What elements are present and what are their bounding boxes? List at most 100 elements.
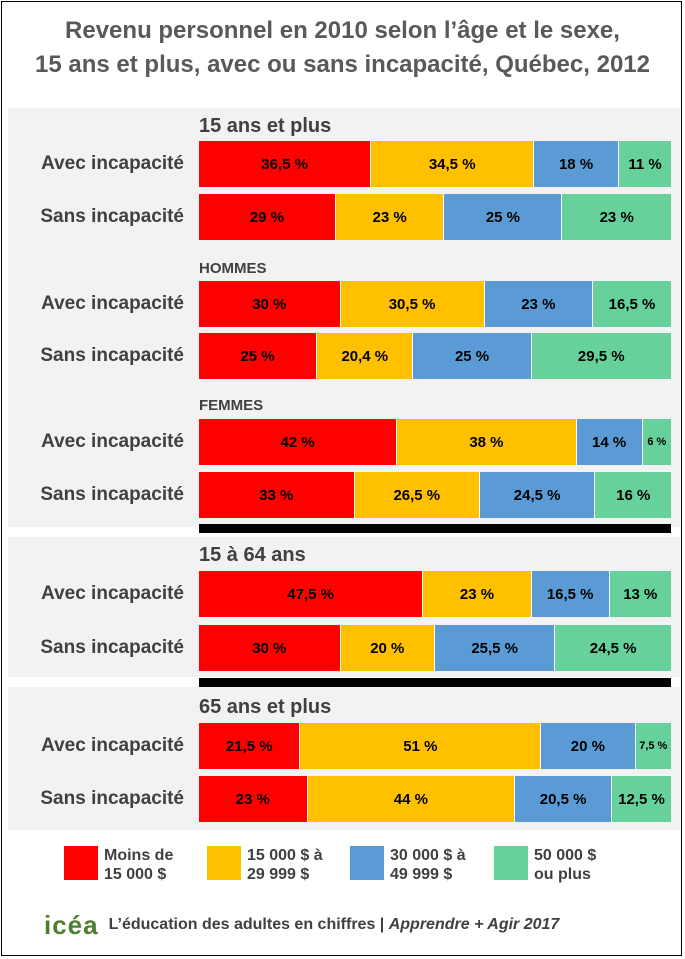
data-label: 42 % — [280, 433, 315, 451]
data-label: 13 % — [623, 585, 658, 603]
title-line-1: Revenu personnel en 2010 selon l’âge et … — [65, 17, 620, 44]
segment-50000-plus: 6 % — [642, 419, 671, 465]
legend-label-15000-29999: 15 000 $ à 29 999 $ — [247, 846, 323, 884]
data-label: 25 % — [485, 208, 521, 226]
row-label: Sans incapacité — [40, 345, 184, 366]
segment-15000-29999: 38 % — [397, 419, 577, 465]
title-line-2: 15 ans et plus, avec ou sans incapacité,… — [35, 51, 650, 78]
segment-30000-49999: 25 % — [444, 194, 563, 240]
segment-30000-49999: 16,5 % — [531, 571, 610, 617]
data-label: 16,5 % — [608, 295, 656, 313]
legend-line: 30 000 $ à — [390, 847, 466, 864]
data-label: 16 % — [616, 486, 651, 504]
data-label: 21,5 % — [225, 737, 273, 755]
stacked-bar: 47,5 % 23 % 16,5 % 13 % — [199, 571, 671, 617]
data-label: 33 % — [259, 486, 294, 504]
legend-swatch-under-15000 — [64, 846, 98, 880]
data-label: 24,5 % — [589, 639, 637, 657]
row-label: Sans incapacité — [40, 484, 184, 505]
segment-30000-49999: 18 % — [534, 141, 620, 187]
data-label: 36,5 % — [261, 155, 308, 173]
segment-under-15000: 36,5 % — [199, 141, 372, 187]
legend-line: 50 000 $ — [534, 847, 597, 864]
data-label: 14 % — [592, 433, 627, 451]
segment-15000-29999: 30,5 % — [340, 281, 485, 327]
data-label: 47,5 % — [287, 585, 334, 603]
footer-text: L’éducation des adultes en chiffres | — [108, 916, 389, 933]
row-label: Avec incapacité — [41, 583, 184, 604]
stacked-bar: 30 % 20 % 25,5 % 24,5 % — [199, 625, 671, 671]
segment-50000-plus: 16 % — [595, 472, 671, 518]
segment-under-15000: 33 % — [199, 472, 355, 518]
data-label: 29,5 % — [577, 347, 625, 365]
segment-30000-49999: 24,5 % — [479, 472, 596, 518]
data-label: 20 % — [370, 639, 405, 657]
data-label: 7,5 % — [639, 740, 668, 752]
segment-50000-plus: 12,5 % — [611, 776, 671, 822]
data-label: 34,5 % — [428, 155, 476, 173]
data-label: 12,5 % — [618, 790, 665, 808]
segment-under-15000: 30 % — [199, 281, 341, 327]
segment-50000-plus: 24,5 % — [555, 625, 671, 671]
data-label: 29 % — [249, 208, 285, 226]
separator-1 — [199, 524, 671, 533]
legend-line: Moins de — [104, 847, 174, 864]
separator-2 — [199, 678, 671, 687]
legend-label-50000-plus: 50 000 $ ou plus — [534, 846, 596, 884]
data-label: 20 % — [570, 737, 605, 755]
data-label: 23 % — [459, 585, 495, 603]
segment-15000-29999: 51 % — [300, 723, 542, 769]
segment-15000-29999: 34,5 % — [371, 141, 535, 187]
legend-label-30000-49999: 30 000 $ à 49 999 $ — [390, 846, 466, 884]
group-title-femmes: FEMMES — [199, 397, 264, 414]
row-label: Sans incapacité — [40, 788, 184, 809]
row-label: Avec incapacité — [41, 153, 184, 174]
segment-30000-49999: 23 % — [484, 281, 594, 327]
stacked-bar: 21,5 % 51 % 20 % 7,5 % — [199, 723, 671, 769]
segment-15000-29999: 20,4 % — [317, 333, 414, 379]
stacked-bar: 30 % 30,5 % 23 % 16,5 % — [199, 281, 671, 327]
segment-50000-plus: 23 % — [562, 194, 671, 240]
segment-30000-49999: 25 % — [413, 333, 532, 379]
segment-30000-49999: 20 % — [541, 723, 636, 769]
segment-under-15000: 25 % — [199, 333, 318, 379]
segment-50000-plus: 13 % — [609, 571, 671, 617]
data-label: 25 % — [240, 347, 275, 365]
segment-15000-29999: 23 % — [335, 194, 445, 240]
group-title-15-plus: 15 ans et plus — [199, 115, 332, 137]
legend-label-under-15000: Moins de 15 000 $ — [104, 846, 173, 884]
segment-30000-49999: 14 % — [576, 419, 643, 465]
segment-30000-49999: 20,5 % — [515, 776, 612, 822]
data-label: 23 % — [372, 208, 407, 226]
data-label: 30 % — [252, 295, 287, 313]
group-title-hommes: HOMMES — [199, 260, 267, 277]
legend-swatch-30000-49999 — [350, 846, 384, 880]
segment-under-15000: 23 % — [199, 776, 308, 822]
data-label: 38 % — [469, 433, 504, 451]
row-label: Avec incapacité — [41, 735, 184, 756]
data-label: 16,5 % — [546, 585, 594, 603]
segment-50000-plus: 11 % — [619, 141, 671, 187]
data-label: 6 % — [647, 436, 667, 448]
segment-50000-plus: 7,5 % — [635, 723, 671, 769]
data-label: 20,4 % — [341, 347, 389, 365]
stacked-bar: 23 % 44 % 20,5 % 12,5 % — [199, 776, 671, 822]
row-label: Avec incapacité — [41, 431, 184, 452]
data-label: 44 % — [393, 790, 428, 808]
segment-under-15000: 47,5 % — [199, 571, 424, 617]
stacked-bar: 36,5 % 34,5 % 18 % 11 % — [199, 141, 671, 187]
segment-15000-29999: 44 % — [307, 776, 516, 822]
row-label: Sans incapacité — [40, 206, 184, 227]
segment-under-15000: 30 % — [199, 625, 341, 671]
row-label: Sans incapacité — [40, 637, 184, 658]
stacked-bar: 25 % 20,4 % 25 % 29,5 % — [199, 333, 671, 379]
segment-30000-49999: 25,5 % — [434, 625, 556, 671]
data-label: 20,5 % — [539, 790, 587, 808]
data-label: 51 % — [403, 737, 438, 755]
data-label: 26,5 % — [393, 486, 441, 504]
stacked-bar: 29 % 23 % 25 % 23 % — [199, 194, 671, 240]
segment-50000-plus: 16,5 % — [593, 281, 671, 327]
data-label: 18 % — [558, 155, 594, 173]
legend-line: ou plus — [534, 866, 591, 883]
stacked-bar: 33 % 26,5 % 24,5 % 16 % — [199, 472, 671, 518]
